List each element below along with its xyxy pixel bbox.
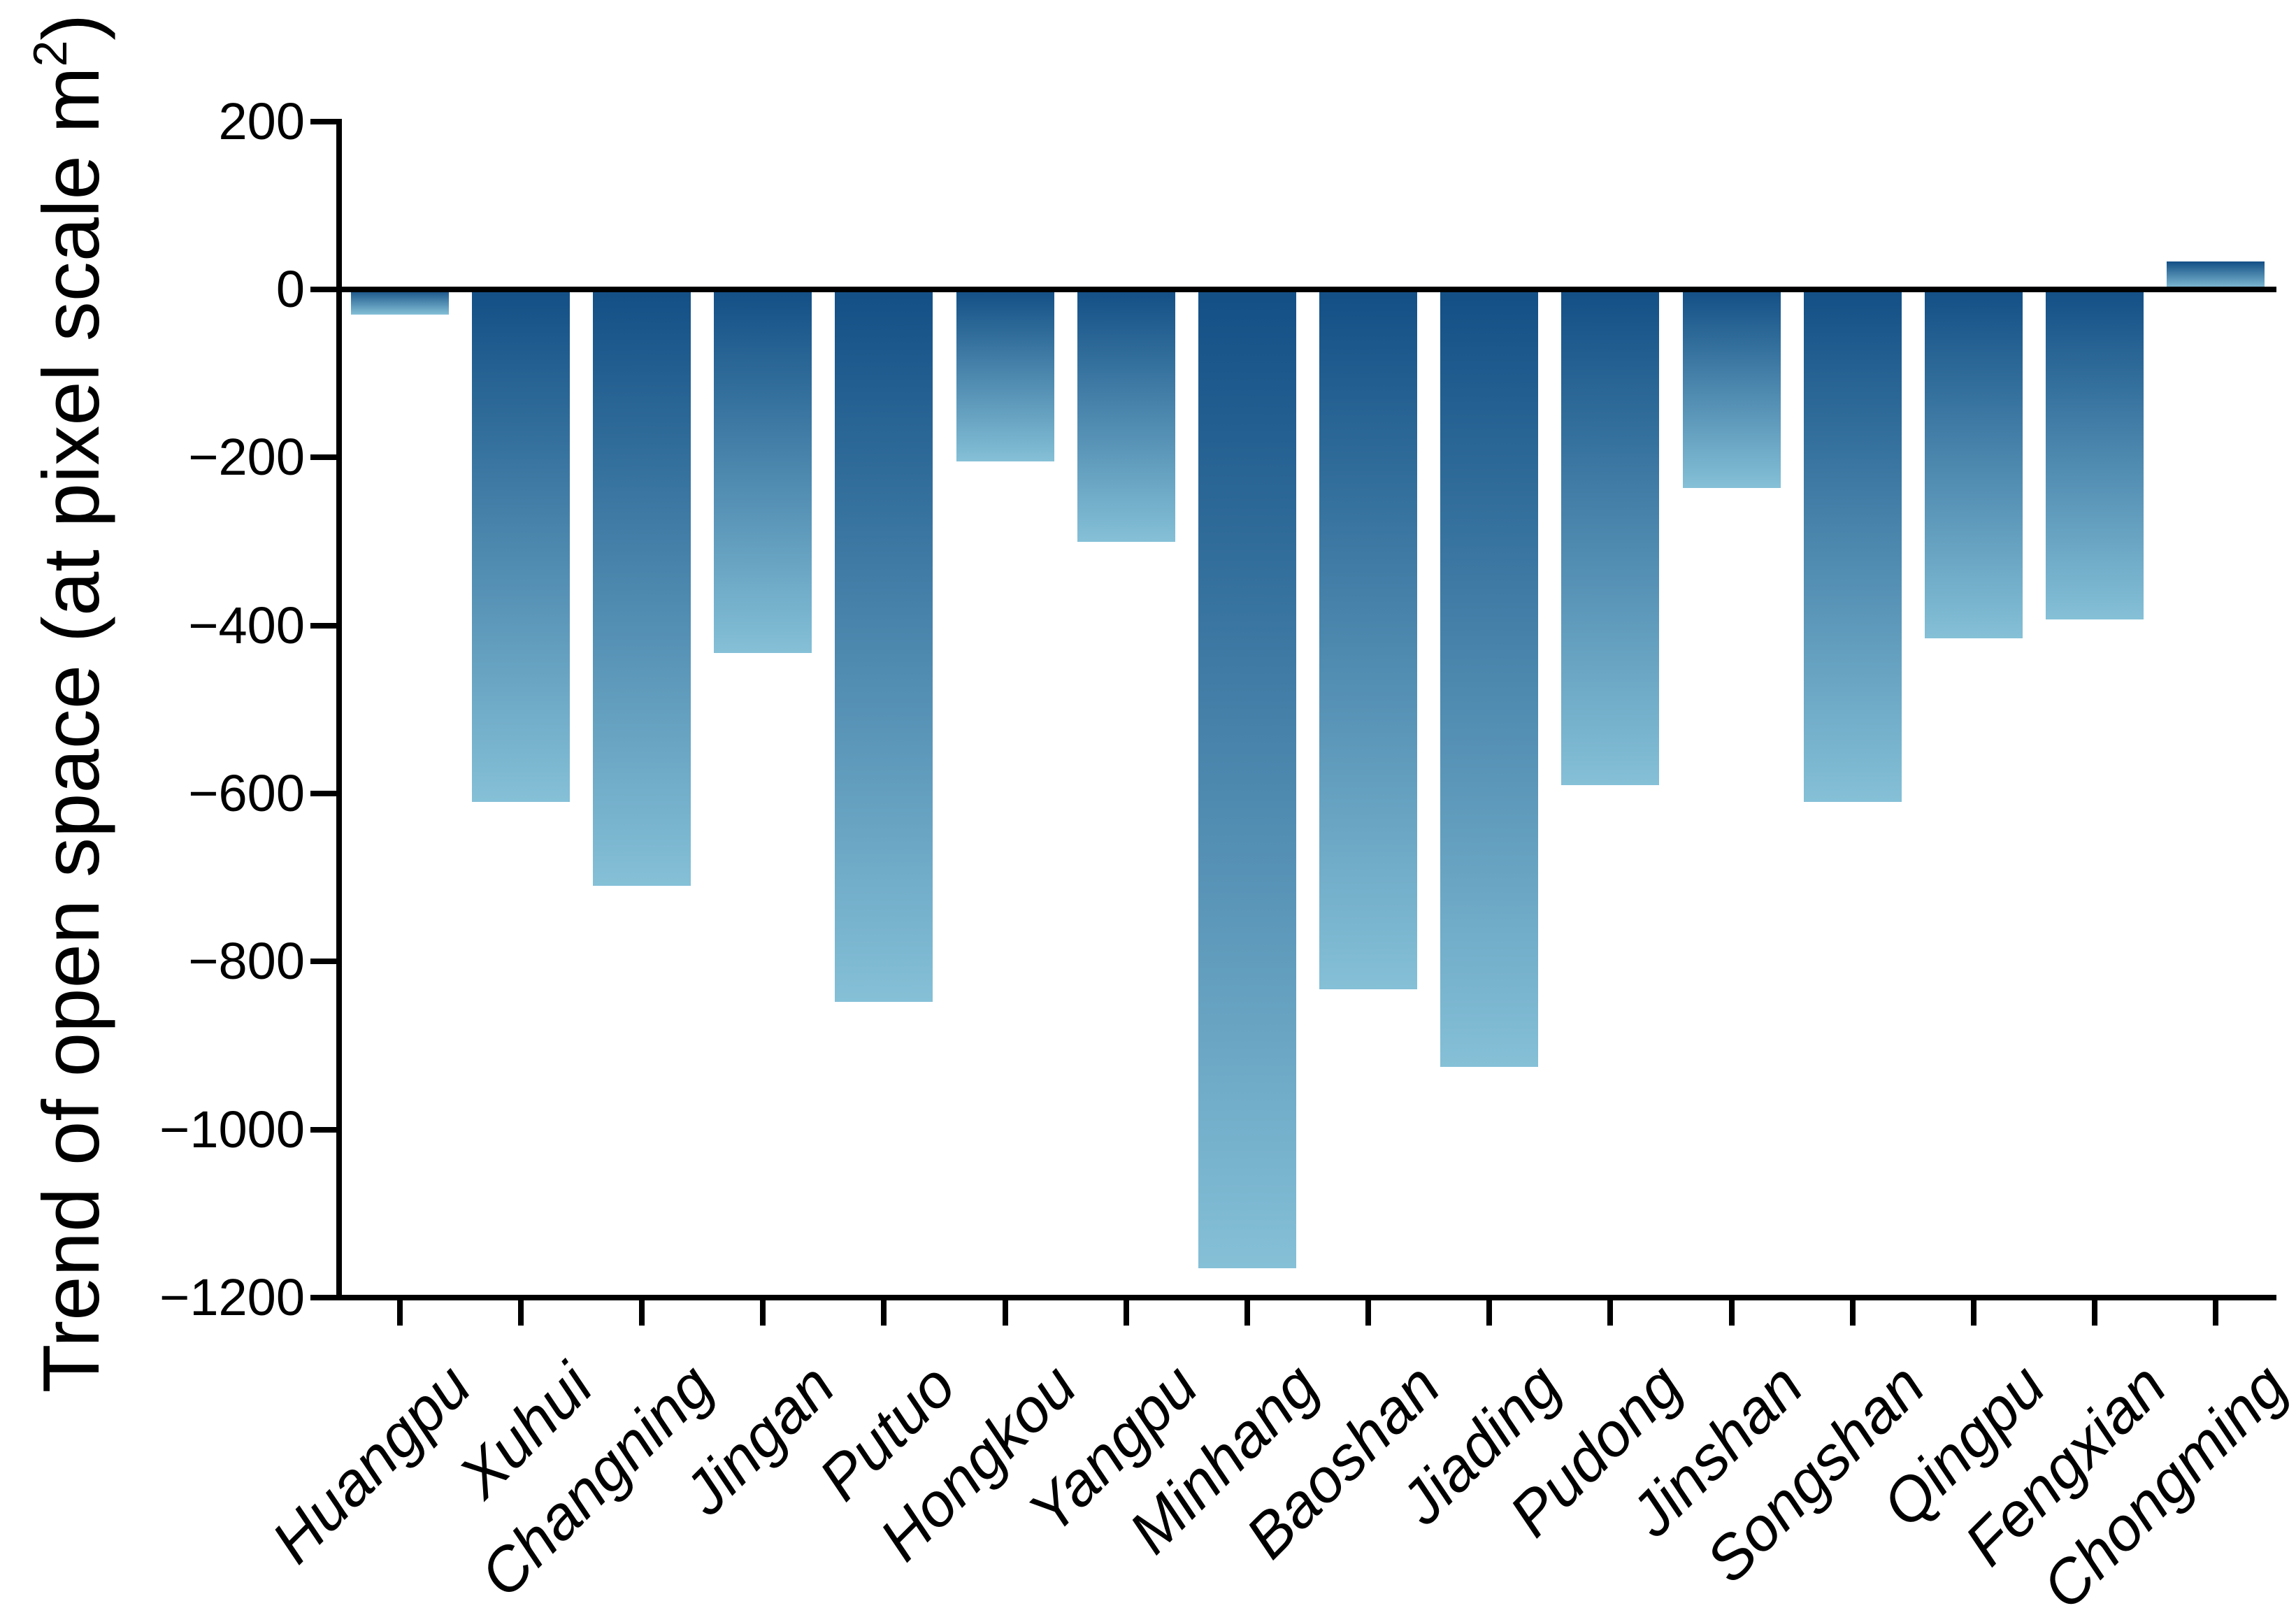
y-tick-mark (310, 454, 339, 461)
bar-xuhui (471, 289, 570, 803)
y-tick-label: −600 (188, 764, 305, 823)
x-tick-mark (881, 1299, 887, 1326)
y-tick-label: −400 (188, 596, 305, 654)
bar-chongming (2167, 261, 2265, 289)
x-tick-mark (760, 1299, 766, 1326)
bar-jingan (714, 289, 812, 654)
bar-baoshan (1319, 289, 1418, 990)
bar-changning (592, 289, 691, 887)
y-axis-title-text: Trend of open space (at pixel scale m (27, 66, 116, 1393)
y-tick-mark (310, 959, 339, 965)
y-tick-label: −200 (188, 428, 305, 487)
y-tick-mark (310, 1295, 339, 1301)
bar-fengxian (2046, 289, 2144, 620)
x-tick-mark (1971, 1299, 1977, 1326)
zero-baseline (336, 287, 2276, 292)
x-tick-mark (1486, 1299, 1493, 1326)
y-tick-mark (310, 118, 339, 124)
y-tick-label: 0 (275, 260, 305, 318)
y-tick-mark (310, 1126, 339, 1133)
y-tick-mark (310, 791, 339, 797)
y-tick-label: −1200 (159, 1268, 305, 1327)
bar-minhang (1198, 289, 1296, 1268)
x-tick-mark (2213, 1299, 2219, 1326)
y-tick-label: −1000 (159, 1100, 305, 1158)
x-tick-mark (1365, 1299, 1372, 1326)
x-tick-mark (1244, 1299, 1250, 1326)
bar-putuo (835, 289, 933, 1003)
bar-jiading (1440, 289, 1539, 1067)
y-tick-mark (310, 622, 339, 629)
bar-huangpu (350, 289, 449, 315)
bar-yangpu (1077, 289, 1175, 542)
y-axis-title-superscript: 2 (24, 40, 77, 67)
bar-hongkou (956, 289, 1054, 462)
y-tick-label: 200 (218, 92, 305, 150)
x-tick-mark (517, 1299, 524, 1326)
y-axis-title: Trend of open space (at pixel scale m2) (24, 14, 116, 1393)
y-axis-title-suffix: ) (27, 13, 116, 41)
y-axis-spine (336, 119, 342, 1300)
x-tick-mark (1849, 1299, 1856, 1326)
bar-pudong (1561, 289, 1660, 785)
y-tick-label: −800 (188, 932, 305, 991)
x-tick-mark (1728, 1299, 1735, 1326)
x-tick-mark (1607, 1299, 1614, 1326)
x-tick-mark (1002, 1299, 1008, 1326)
x-axis-spine (336, 1295, 2276, 1300)
bar-jinshan (1682, 289, 1781, 488)
bar-qingpu (1925, 289, 2023, 638)
y-tick-mark (310, 287, 339, 292)
x-tick-mark (2092, 1299, 2098, 1326)
x-tick-mark (1123, 1299, 1129, 1326)
x-tick-mark (638, 1299, 645, 1326)
bar-songshan (1803, 289, 1902, 803)
x-tick-mark (396, 1299, 403, 1326)
